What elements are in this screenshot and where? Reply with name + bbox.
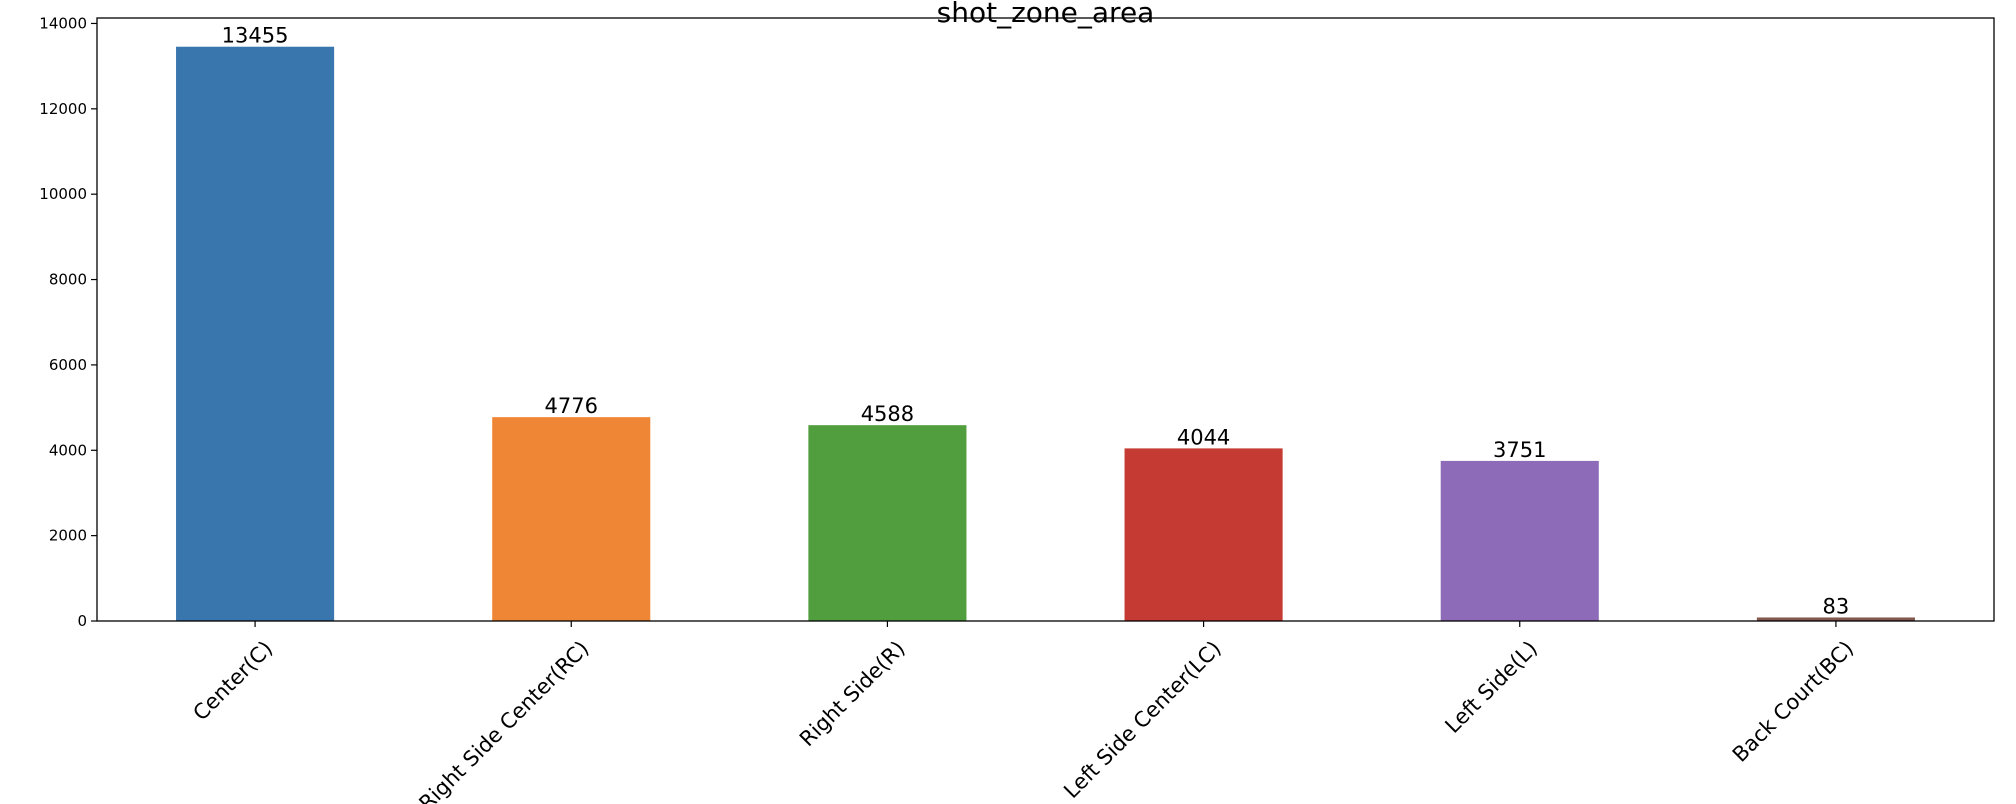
x-axis: Center(C) Right Side Center(RC) Right Side…: [188, 621, 1858, 804]
bar: [1756, 617, 1915, 621]
x-tick-label: Left Side(L): [1440, 636, 1542, 738]
y-tick-label: 10000: [39, 185, 87, 203]
bar: [1124, 448, 1283, 621]
y-tick-label: 0: [77, 612, 87, 630]
value-label: 83: [1823, 594, 1850, 618]
y-tick-label: 6000: [49, 356, 87, 374]
y-tick-label: 4000: [49, 441, 87, 459]
value-label: 4044: [1177, 425, 1230, 449]
value-label: 3751: [1493, 438, 1546, 462]
value-label: 4588: [861, 402, 914, 426]
y-tick-label: 2000: [49, 527, 87, 545]
value-labels: 13455 4776 4588 4044 3751 83: [222, 24, 1850, 619]
bar: [1440, 460, 1599, 621]
x-tick-label: Back Court(BC): [1728, 636, 1858, 766]
bar: [176, 46, 335, 622]
y-axis: 0 2000 4000 6000 8000 10000 12000 14000: [39, 14, 97, 630]
y-tick-label: 8000: [49, 271, 87, 289]
x-tick-label: Right Side Center(RC): [414, 636, 593, 804]
y-tick-label: 14000: [39, 14, 87, 32]
y-tick-label: 12000: [39, 100, 87, 118]
x-tick-label: Center(C): [188, 636, 277, 725]
bars: [176, 46, 1915, 622]
x-tick-label: Right Side(R): [795, 636, 910, 751]
value-label: 13455: [222, 24, 289, 48]
value-label: 4776: [545, 394, 598, 418]
bar: [492, 417, 651, 621]
x-tick-label: Left Side Center(LC): [1059, 636, 1226, 803]
plot-frame: [96, 17, 1995, 622]
chart-title: shot_zone_area: [937, 0, 1155, 29]
bar: [808, 425, 967, 621]
